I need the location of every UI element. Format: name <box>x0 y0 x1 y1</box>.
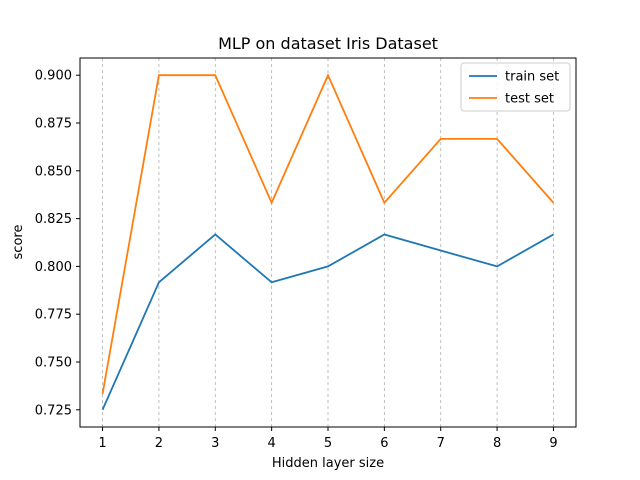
x-tick-label: 8 <box>493 436 501 451</box>
y-ticks: 0.725 0.750 0.775 0.800 0.825 0.850 0.875 0.900 <box>35 69 80 418</box>
x-tick-label: 1 <box>98 436 106 451</box>
y-tick-label: 0.825 <box>35 212 72 227</box>
x-tick-label: 6 <box>380 436 388 451</box>
legend-label: test set <box>505 92 554 107</box>
y-tick-label: 0.850 <box>35 164 72 179</box>
x-ticks: 1 2 3 4 5 6 7 8 9 <box>98 427 558 451</box>
x-tick-label: 7 <box>437 436 445 451</box>
series-line-test <box>101 72 555 395</box>
x-tick-label: 2 <box>155 436 163 451</box>
x-tick-label: 3 <box>211 436 219 451</box>
y-tick-label: 0.900 <box>35 69 72 84</box>
legend-box <box>460 62 571 112</box>
y-tick-label: 0.775 <box>35 308 72 323</box>
x-tick-label: 5 <box>324 436 332 451</box>
x-axis-label: Hidden layer size <box>272 456 384 471</box>
grid <box>102 58 554 427</box>
y-tick-label: 0.800 <box>35 260 72 275</box>
legend: train set test set <box>460 62 571 112</box>
y-tick-label: 0.725 <box>35 403 72 418</box>
series-line-train <box>101 233 554 411</box>
series-lines <box>101 72 555 411</box>
y-tick-label: 0.750 <box>35 355 72 370</box>
legend-label: train set <box>505 70 559 85</box>
x-tick-label: 4 <box>267 436 275 451</box>
x-tick-label: 9 <box>549 436 557 451</box>
chart-title: MLP on dataset Iris Dataset <box>218 34 438 53</box>
y-tick-label: 0.875 <box>35 117 72 132</box>
y-axis-label: score <box>11 225 26 260</box>
